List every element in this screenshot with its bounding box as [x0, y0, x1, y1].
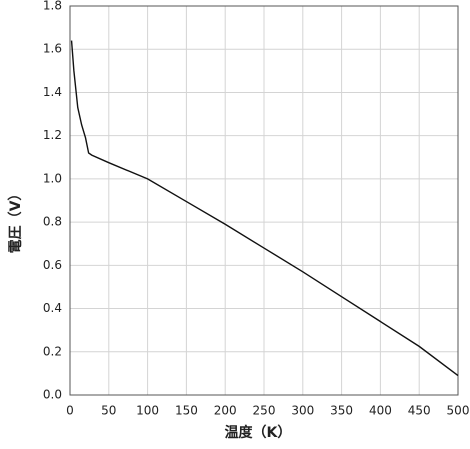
x-tick-label: 300: [291, 404, 314, 418]
y-tick-label: 0.0: [43, 388, 62, 402]
y-tick-label: 1.8: [43, 0, 62, 13]
y-tick-label: 1.0: [43, 171, 62, 185]
x-tick-label: 350: [330, 404, 353, 418]
x-tick-label: 450: [408, 404, 431, 418]
x-tick-label: 50: [101, 404, 116, 418]
y-axis-label: 電圧（V）: [7, 187, 24, 254]
y-tick-label: 0.6: [43, 258, 62, 272]
x-axis-label: 温度（K）: [225, 424, 292, 441]
y-tick-label: 1.2: [43, 128, 62, 142]
y-tick-label: 1.6: [43, 42, 62, 56]
x-tick-label: 500: [447, 404, 470, 418]
x-tick-label: 250: [253, 404, 276, 418]
x-tick-label: 200: [214, 404, 237, 418]
y-tick-label: 0.4: [43, 301, 62, 315]
y-tick-label: 1.4: [43, 85, 62, 99]
x-tick-label: 100: [136, 404, 159, 418]
x-tick-label: 150: [175, 404, 198, 418]
x-tick-label: 0: [66, 404, 74, 418]
y-tick-label: 0.8: [43, 215, 62, 229]
x-tick-label: 400: [369, 404, 392, 418]
plot-frame: [69, 5, 459, 396]
y-tick-label: 0.2: [43, 344, 62, 358]
data-line: [70, 40, 459, 377]
